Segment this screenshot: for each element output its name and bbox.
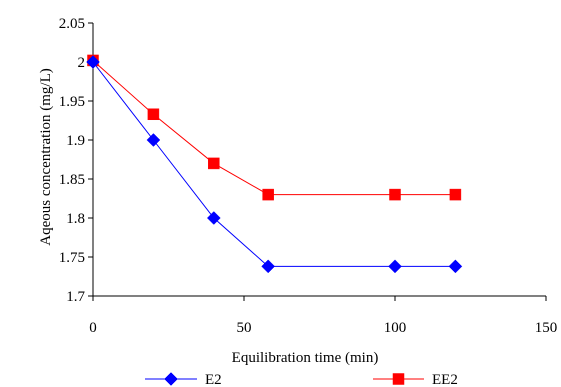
data-point-e2 [261,259,276,274]
data-point-ee2 [208,157,220,170]
x-tick-label: 50 [237,320,252,336]
series-e2 [86,55,463,274]
x-tick-label: 150 [535,320,558,336]
series-layer [86,54,463,274]
legend-label-ee2: EE2 [432,372,458,387]
data-point-ee2 [389,188,401,201]
series-line-e2 [92,61,456,267]
y-axis-label: Aqeous concentration (mg/L) [38,68,54,245]
data-point-e2 [448,259,463,274]
data-point-ee2 [147,108,160,121]
data-point-ee2 [449,188,462,201]
y-tick-label: 1.8 [66,211,85,227]
legend-marker-ee2 [392,373,405,385]
data-point-e2 [146,133,161,147]
y-tick-label: 2 [78,55,86,71]
legend-marker-e2 [164,372,178,386]
series-line-ee2 [92,60,456,196]
y-tick-label: 1.85 [59,172,85,188]
legend-item-ee2: EE2 [373,372,458,387]
y-tick-label: 2.05 [59,16,85,32]
x-tick-label: 0 [89,320,97,336]
chart-axes [92,23,546,297]
y-axis-ticks: 1.7 1.75 1.8 1.85 1.9 1.95 2 2.05 [59,16,93,305]
data-point-ee2 [262,188,274,201]
x-tick-label: 100 [384,320,407,336]
y-tick-label: 1.75 [59,250,85,266]
data-point-e2 [388,259,402,274]
y-tick-label: 1.7 [66,289,85,305]
y-tick-label: 1.9 [66,133,85,149]
x-axis-ticks: 0 50 100 150 [89,296,557,336]
legend-item-e2: E2 [145,372,222,387]
legend-label-e2: E2 [205,372,222,387]
data-point-e2 [86,55,100,69]
x-axis-label: Equilibration time (min) [232,350,379,366]
legend: E2 EE2 [145,372,458,387]
y-tick-label: 1.95 [59,94,85,110]
data-point-e2 [206,211,221,225]
